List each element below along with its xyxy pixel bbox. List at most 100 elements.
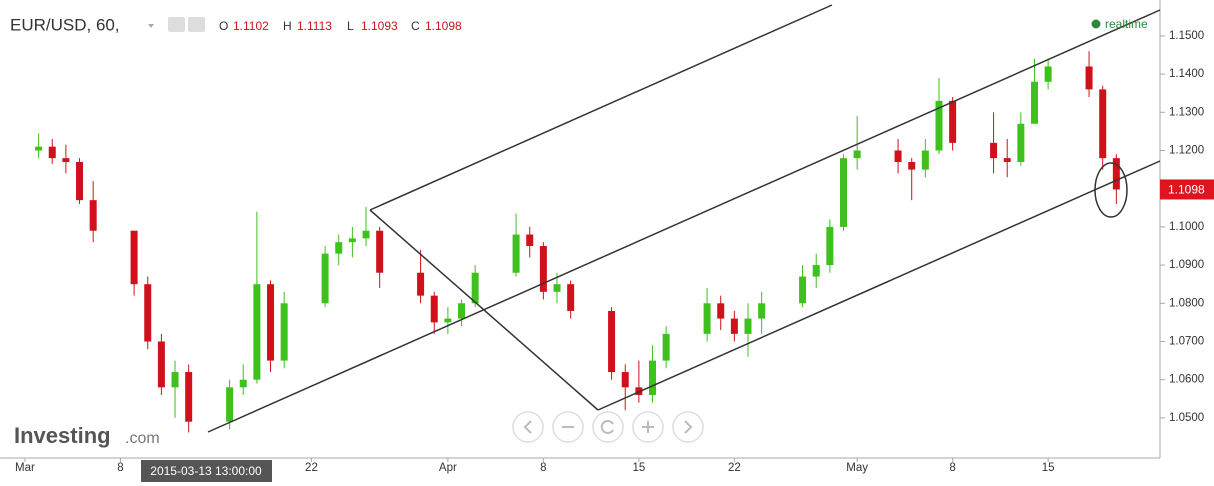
ohlc-value: 1.1093	[361, 19, 398, 33]
x-tick-label: May	[846, 462, 868, 474]
logo: Investing	[14, 423, 111, 448]
navigation	[512, 411, 704, 443]
trend-lines	[207, 4, 1161, 433]
candle-body	[744, 318, 752, 334]
x-tick-label: Apr	[439, 462, 457, 474]
reset[interactable]	[592, 411, 624, 443]
candle-body	[1085, 66, 1093, 90]
icon	[642, 421, 654, 433]
candle-body	[567, 284, 575, 311]
candle-body	[894, 150, 902, 162]
settings-button[interactable]	[188, 17, 205, 32]
candle-body	[908, 161, 916, 170]
candle-body	[185, 372, 193, 422]
candle-body	[144, 284, 152, 342]
x-tick-label: Mar	[15, 462, 35, 474]
candle-body	[921, 150, 929, 170]
candle-body	[839, 158, 847, 227]
y-tick-label: 1.0600	[1169, 374, 1204, 386]
ohlc-header: O 1.1102 H 1.1113 L 1.1093 C 1.1098	[219, 19, 462, 33]
candle-body	[48, 146, 56, 159]
ohlc-value: 1.1113	[297, 19, 332, 33]
trend-line	[369, 209, 599, 411]
candle-body	[471, 272, 479, 304]
candle-body	[949, 100, 957, 143]
candle-body	[157, 341, 165, 388]
y-tick-label: 1.1200	[1169, 145, 1204, 157]
ohlc-value: 1.1098	[425, 19, 462, 33]
candle-body	[1030, 81, 1038, 124]
candle-body	[171, 372, 179, 388]
x-tick-label: 8	[117, 462, 123, 474]
candle-body	[1112, 158, 1120, 190]
candle-body	[853, 150, 861, 159]
plot	[35, 51, 1120, 433]
candle-body	[430, 295, 438, 323]
trend-line	[369, 4, 833, 211]
status-dot	[1091, 19, 1101, 29]
candle-body	[812, 265, 820, 277]
x-tick-label: 8	[949, 462, 955, 474]
candle-body	[608, 310, 616, 373]
y-tick-label: 1.0500	[1169, 412, 1204, 424]
candle-body	[130, 230, 138, 285]
candle-body	[89, 200, 97, 231]
trend-line	[207, 9, 1161, 433]
candle-body	[621, 372, 629, 388]
candle-body	[526, 234, 534, 246]
y-tick-label: 1.0700	[1169, 336, 1204, 348]
crosshair-box	[141, 460, 272, 482]
candle-body	[417, 272, 425, 296]
highlight-ellipse	[1094, 162, 1128, 218]
scroll-left[interactable]	[512, 411, 544, 443]
candle-body	[444, 318, 452, 323]
y-tick-label: 1.0900	[1169, 259, 1204, 271]
candle-body	[1099, 89, 1107, 159]
y-tick-label: 1.1500	[1169, 30, 1204, 42]
x-tick-label: 8	[540, 462, 546, 474]
candle-body	[1044, 66, 1052, 82]
candle-body	[62, 158, 70, 162]
dropdown-arrow[interactable]	[148, 24, 154, 28]
candle-body	[512, 234, 520, 273]
candle-body	[717, 303, 725, 319]
candle-body	[362, 230, 370, 239]
candle-body	[799, 276, 807, 304]
candle-body	[758, 303, 766, 319]
candle-body	[458, 303, 466, 319]
crosshair-label: 2015-03-13 13:00:00	[150, 464, 262, 478]
candle-body	[990, 142, 998, 159]
candle-body	[826, 226, 834, 266]
x-tick-label: 15	[632, 462, 645, 474]
candle-body	[1003, 158, 1011, 162]
ohlc-name: O	[219, 19, 228, 33]
candle-body	[649, 360, 657, 395]
ohlc-name: H	[283, 19, 292, 33]
y-tick-label: 1.1300	[1169, 106, 1204, 118]
candle-body	[267, 284, 275, 361]
scroll-right[interactable]	[672, 411, 704, 443]
candle-body	[35, 146, 43, 151]
candle-body	[553, 284, 561, 292]
candle-body	[662, 333, 670, 361]
chart-title: EUR/USD, 60,	[10, 15, 120, 34]
candle-body	[239, 379, 247, 388]
logo-suffix: .com	[125, 430, 160, 447]
candle-body	[376, 230, 384, 273]
y-tick-label: 1.1000	[1169, 221, 1204, 233]
trend-line	[597, 160, 1161, 411]
ohlc-name: C	[411, 19, 420, 33]
x-tick-label: 15	[1042, 462, 1055, 474]
icon	[600, 420, 614, 434]
candle-body	[730, 318, 738, 334]
ohlc-name: L	[347, 19, 354, 33]
last-price-label: 1.1098	[1168, 183, 1205, 197]
eye-button[interactable]	[168, 17, 185, 32]
y-tick-label: 1.0800	[1169, 297, 1204, 309]
candle-body	[539, 245, 547, 292]
icon	[523, 420, 532, 434]
last-price-box	[1160, 179, 1214, 200]
candle-body	[335, 242, 343, 254]
